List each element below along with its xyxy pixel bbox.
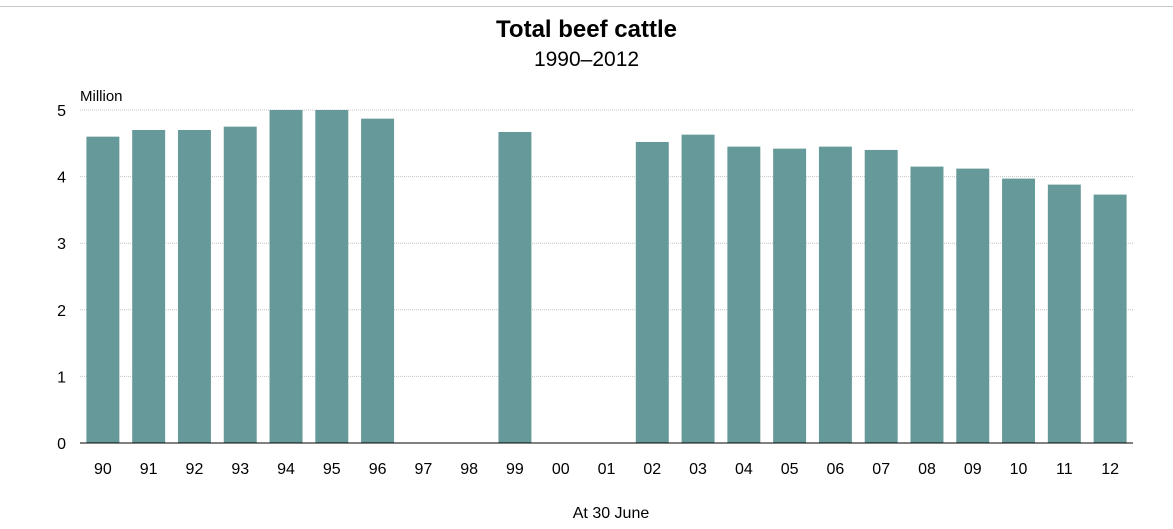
- x-tick-label: 04: [735, 461, 753, 478]
- bar: [727, 146, 761, 443]
- bar: [635, 141, 669, 443]
- x-tick-label: 07: [872, 461, 890, 478]
- x-tick-label: 09: [964, 461, 982, 478]
- bar: [1093, 194, 1127, 443]
- chart-subtitle: 1990–2012: [533, 48, 640, 71]
- x-tick-label: 94: [277, 461, 295, 478]
- x-tick-label: 11: [1056, 461, 1073, 478]
- bar: [177, 129, 211, 444]
- bar: [498, 131, 532, 443]
- bar: [223, 126, 257, 444]
- x-tick-label: 08: [918, 461, 936, 478]
- x-tick-label: 99: [506, 461, 524, 478]
- bar: [269, 110, 303, 443]
- top-rule: [0, 6, 1173, 7]
- x-tick-label: 96: [369, 461, 387, 478]
- bar: [86, 136, 120, 443]
- x-tick-label: 90: [94, 461, 112, 478]
- y-axis-label: Million: [80, 88, 123, 105]
- x-tick-label: 91: [140, 461, 158, 478]
- x-tick-label: 95: [323, 461, 341, 478]
- bar: [864, 149, 898, 443]
- x-tick-label: 97: [414, 461, 432, 478]
- x-tick-label: 93: [231, 461, 249, 478]
- bar: [361, 118, 395, 444]
- x-tick-label: 92: [186, 461, 204, 478]
- gridlines: [80, 109, 1133, 377]
- x-tick-label: 05: [781, 461, 799, 478]
- x-tick-label: 06: [827, 461, 845, 478]
- bar: [132, 129, 166, 444]
- x-tick-label: 01: [598, 461, 616, 478]
- y-tick-label: 1: [57, 369, 66, 386]
- y-tick-label: 3: [57, 236, 66, 253]
- y-tick-label: 0: [57, 436, 66, 453]
- x-tick-label: 00: [552, 461, 570, 478]
- chart-title: Total beef cattle: [496, 16, 677, 43]
- x-tick-label: 03: [689, 461, 707, 478]
- bar: [818, 146, 852, 443]
- x-axis: 90 91 92 93 94 95 96 97 98 99 00 01 02 03 04 05 06 07 08 09…: [80, 442, 1133, 478]
- y-tick-label: 5: [57, 103, 66, 120]
- x-tick-label: 02: [643, 461, 661, 478]
- x-tick-label: 10: [1010, 461, 1028, 478]
- bar: [315, 110, 349, 443]
- y-tick-label: 4: [57, 170, 66, 187]
- bar: [681, 134, 715, 443]
- y-axis: 0 1 2 3 4 5: [57, 103, 66, 453]
- bar: [1002, 178, 1036, 443]
- bars: [86, 110, 1127, 444]
- y-tick-label: 2: [57, 303, 66, 320]
- bar: [910, 166, 944, 444]
- x-axis-label: At 30 June: [573, 505, 650, 522]
- x-tick-label: 12: [1101, 461, 1119, 478]
- x-tick-label: 98: [460, 461, 478, 478]
- bar: [1047, 184, 1081, 444]
- bar: [773, 148, 807, 444]
- bar: [956, 168, 990, 443]
